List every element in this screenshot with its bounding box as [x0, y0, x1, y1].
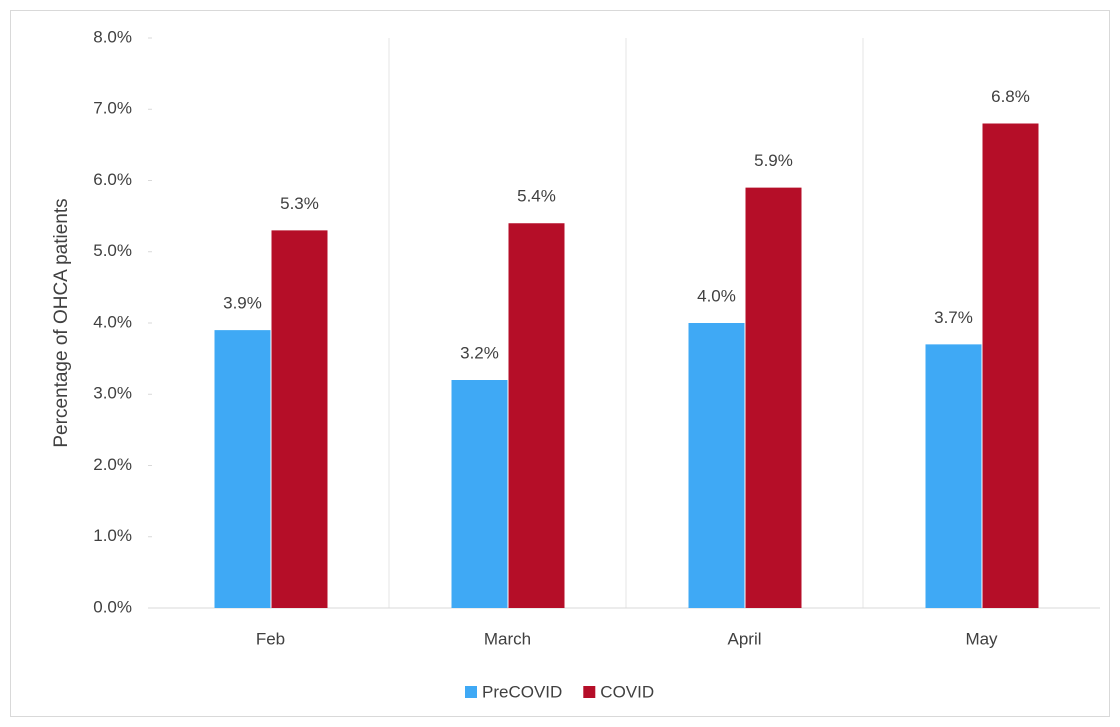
- value-label: 6.8%: [991, 87, 1030, 106]
- y-tick-label: 2.0%: [93, 455, 132, 474]
- value-label: 3.2%: [460, 343, 499, 362]
- bar: [451, 380, 508, 608]
- y-tick-label: 6.0%: [93, 170, 132, 189]
- legend-swatch: [465, 686, 477, 698]
- y-tick-label: 0.0%: [93, 597, 132, 616]
- x-tick-label: May: [965, 629, 998, 648]
- legend-label: PreCOVID: [482, 682, 562, 701]
- value-label: 5.9%: [754, 151, 793, 170]
- value-label: 3.7%: [934, 308, 973, 327]
- bar: [745, 187, 802, 608]
- y-tick-label: 8.0%: [93, 27, 132, 46]
- y-tick-label: 4.0%: [93, 312, 132, 331]
- x-tick-label: Feb: [256, 629, 285, 648]
- value-label: 3.9%: [223, 294, 262, 313]
- y-tick-label: 1.0%: [93, 526, 132, 545]
- y-tick-label: 7.0%: [93, 99, 132, 118]
- legend-swatch: [583, 686, 596, 698]
- bar: [982, 123, 1039, 608]
- y-axis-title: Percentage of OHCA patients: [51, 198, 72, 447]
- legend-label: COVID: [600, 682, 654, 701]
- bar: [508, 223, 565, 608]
- x-tick-label: April: [727, 629, 761, 648]
- bar: [688, 323, 745, 608]
- value-label: 4.0%: [697, 286, 736, 305]
- value-label: 5.3%: [280, 194, 319, 213]
- y-tick-label: 5.0%: [93, 241, 132, 260]
- bar: [925, 344, 982, 608]
- y-tick-label: 3.0%: [93, 384, 132, 403]
- bar: [214, 330, 271, 608]
- value-label: 5.4%: [517, 187, 556, 206]
- bar: [271, 230, 328, 608]
- x-tick-label: March: [484, 629, 531, 648]
